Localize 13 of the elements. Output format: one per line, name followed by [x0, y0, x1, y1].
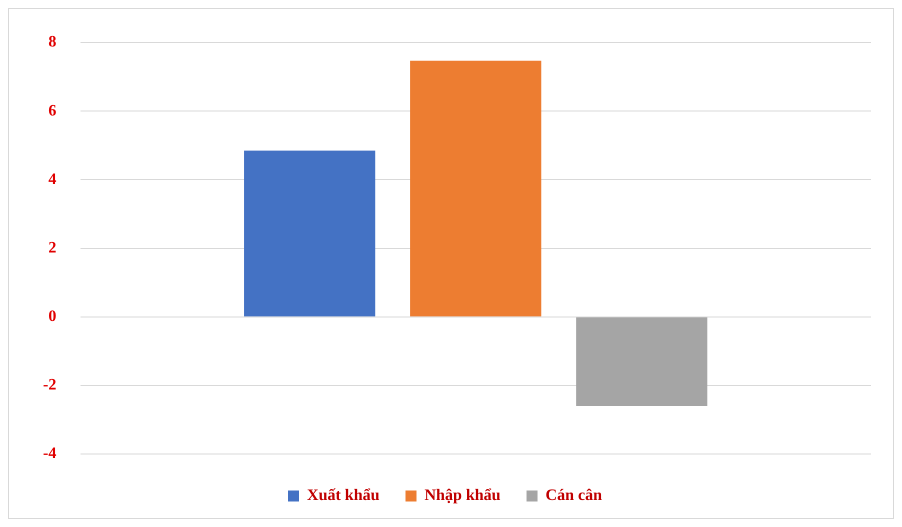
bar — [410, 60, 542, 316]
y-tick-label: -2 — [43, 376, 56, 394]
y-tick-label: 0 — [48, 308, 56, 326]
bar — [244, 150, 376, 316]
bar — [576, 317, 708, 406]
y-tick-label: 6 — [48, 102, 56, 120]
y-tick-label: -4 — [43, 445, 56, 462]
y-tick-label: 4 — [48, 170, 56, 188]
y-tick-label: 8 — [48, 34, 56, 51]
legend-label: Cán cân — [546, 487, 602, 504]
y-tick-label: 2 — [48, 239, 56, 256]
legend-label: Nhập khẩu — [424, 487, 501, 504]
legend-label: Xuất khẩu — [307, 487, 380, 504]
